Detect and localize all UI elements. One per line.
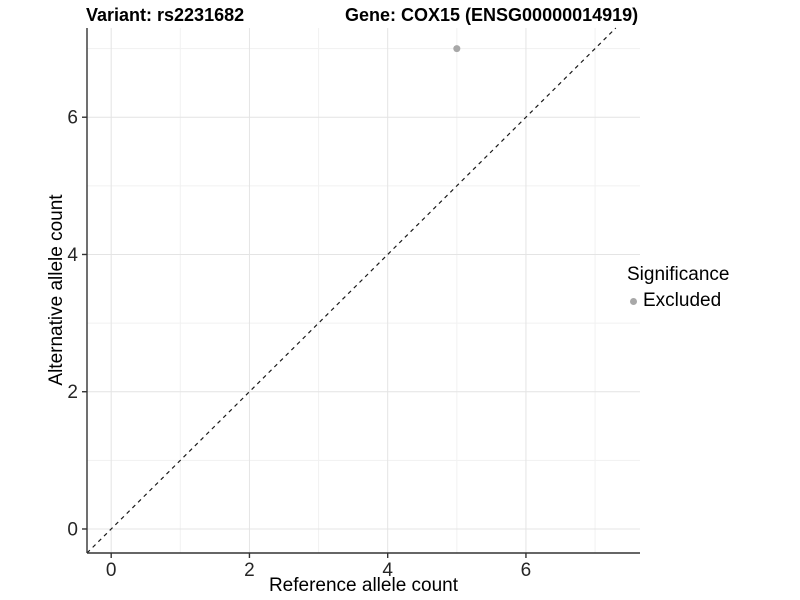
y-tick-label: 2 [67, 382, 78, 403]
chart-title-variant: Variant: rs2231682 [86, 5, 245, 25]
legend: Significance Excluded [627, 264, 729, 312]
chart-title-gene: Gene: COX15 (ENSG00000014919) [345, 5, 639, 25]
y-tick-label: 6 [67, 108, 78, 129]
identity-line [86, 27, 617, 554]
legend-title: Significance [627, 264, 730, 285]
legend-entry-excluded: Excluded [627, 290, 729, 312]
excluded-point-icon [630, 297, 637, 305]
y-axis-title: Alternative allele count [46, 194, 67, 386]
legend-entry-label: Excluded [643, 290, 722, 311]
x-tick-label: 2 [244, 560, 255, 581]
y-tick-label: 4 [67, 245, 78, 266]
data-point [453, 45, 461, 53]
x-tick-label: 4 [382, 560, 393, 581]
y-tick-label: 0 [67, 519, 78, 540]
x-tick-label: 0 [106, 560, 117, 581]
x-tick-label: 6 [521, 560, 532, 581]
x-axis-title: Reference allele count [268, 575, 459, 596]
